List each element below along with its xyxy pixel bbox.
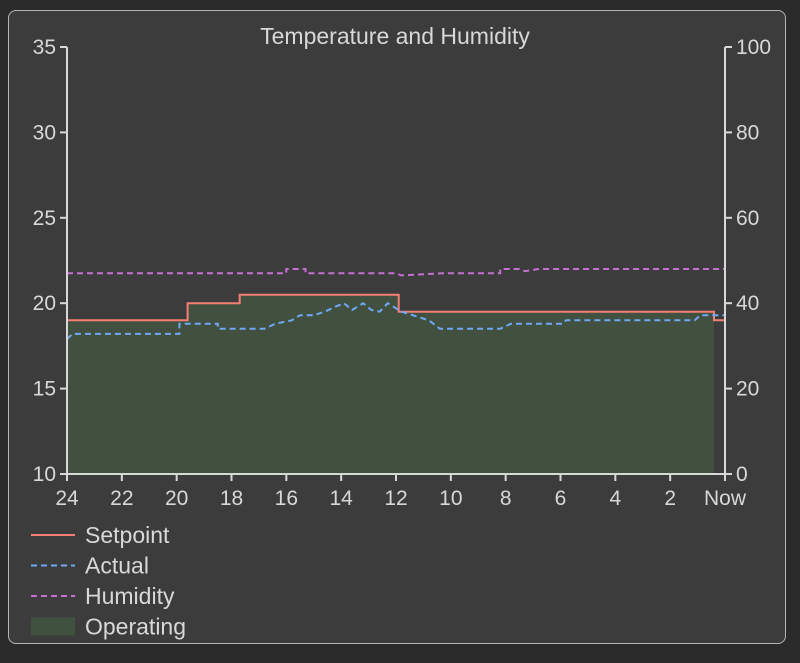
- plot-area: [66, 268, 725, 474]
- y-right-tick-label: 100: [736, 36, 771, 59]
- humidity-line: [67, 268, 725, 277]
- y-right-tick-label: 20: [736, 378, 759, 401]
- operating-legend-swatch: [31, 617, 75, 636]
- operating-legend-label: Operating: [85, 614, 186, 640]
- y-right-tick-label: 40: [736, 292, 759, 315]
- y-right-tick-label: 0: [736, 463, 748, 486]
- x-tick-label: 20: [165, 487, 188, 510]
- actual-line: [66, 301, 725, 340]
- x-tick-label: 2: [664, 487, 676, 510]
- actual-legend-label: Actual: [85, 553, 149, 579]
- x-tick-label: 24: [55, 487, 79, 510]
- x-tick-label: 10: [439, 487, 462, 510]
- x-tick-label: 6: [555, 487, 567, 510]
- x-tick-label: 12: [384, 487, 407, 510]
- y-left-tick-label: 15: [33, 378, 56, 401]
- humidity-legend-label: Humidity: [85, 583, 175, 609]
- x-tick-label: Now: [704, 487, 747, 510]
- x-tick-label: 18: [220, 487, 243, 510]
- y-left-tick-label: 35: [33, 36, 56, 59]
- y-left-tick-label: 25: [33, 207, 56, 230]
- x-tick-label: 14: [329, 487, 353, 510]
- y-left-tick-label: 20: [33, 292, 56, 315]
- x-tick-label: 16: [275, 487, 298, 510]
- y-right-tick-label: 80: [736, 121, 759, 144]
- legend: Setpoint Actual Humidity Operating: [31, 522, 186, 640]
- x-tick-label: 8: [500, 487, 512, 510]
- y-left-tick-label: 30: [33, 121, 56, 144]
- operating-area: [67, 294, 715, 474]
- chart-title: Temperature and Humidity: [260, 23, 530, 49]
- y-right-tick-label: 60: [736, 207, 759, 230]
- setpoint-legend-label: Setpoint: [85, 522, 170, 548]
- x-tick-label: 4: [609, 487, 621, 510]
- temperature-humidity-chart: Temperature and Humidity 10 15 20 25 30 35 0 20…: [31, 23, 771, 640]
- y-left-tick-label: 10: [33, 463, 56, 486]
- chart-card: Temperature and Humidity 10 15 20 25 30 35 0 20…: [8, 10, 786, 644]
- x-tick-label: 22: [110, 487, 133, 510]
